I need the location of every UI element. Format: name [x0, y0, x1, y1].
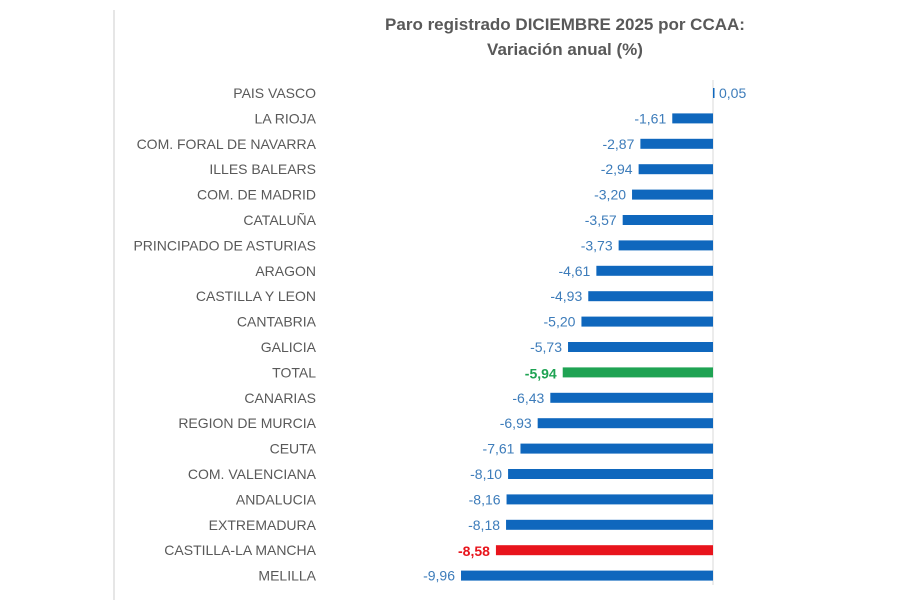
chart-title-block: Paro registrado DICIEMBRE 2025 por CCAA:…: [330, 12, 800, 62]
bar: [632, 189, 713, 200]
chart-title: Paro registrado DICIEMBRE 2025 por CCAA:: [385, 15, 745, 34]
category-label: CANTABRIA: [237, 314, 317, 330]
category-label: ANDALUCIA: [236, 491, 317, 507]
value-label: 0,05: [719, 85, 746, 101]
bar: [495, 545, 713, 556]
bar: [506, 519, 713, 530]
value-label: -8,18: [468, 517, 500, 533]
value-label: -1,61: [634, 110, 666, 126]
value-label: -6,43: [512, 390, 544, 406]
category-label: PAIS VASCO: [233, 85, 316, 101]
category-label: REGION DE MURCIA: [178, 415, 316, 431]
bar: [618, 240, 713, 251]
bar: [461, 570, 713, 581]
bar: [568, 342, 713, 352]
category-label: GALICIA: [261, 339, 317, 355]
category-label: CATALUÑA: [243, 212, 316, 228]
value-label: -6,93: [500, 415, 532, 431]
value-label: -5,94: [525, 365, 557, 381]
category-label: ARAGON: [255, 263, 316, 279]
value-label: -4,93: [550, 288, 582, 304]
bar: [713, 88, 715, 98]
bar: [588, 291, 713, 302]
value-label: -8,58: [458, 543, 490, 559]
value-label: -9,96: [423, 568, 455, 584]
category-label: LA RIOJA: [255, 110, 317, 126]
bar: [640, 138, 713, 149]
category-label: MELILLA: [258, 568, 316, 584]
bar: [550, 392, 713, 403]
value-label: -2,94: [601, 161, 633, 177]
value-label: -3,73: [581, 237, 613, 253]
value-label: -2,87: [602, 136, 634, 152]
bar: [672, 113, 713, 124]
value-label: -7,61: [483, 441, 515, 457]
chart-subtitle: Variación anual (%): [487, 40, 643, 59]
value-label: -8,16: [469, 491, 501, 507]
bar: [537, 418, 713, 429]
category-label: CEUTA: [270, 441, 317, 457]
frame-line: [113, 10, 115, 600]
category-label: TOTAL: [272, 364, 316, 380]
category-label: PRINCIPADO DE ASTURIAS: [133, 237, 316, 253]
category-label: CANARIAS: [244, 390, 316, 406]
value-label: -8,10: [470, 466, 502, 482]
category-label: COM. FORAL DE NAVARRA: [137, 136, 317, 152]
category-label: CASTILLA-LA MANCHA: [164, 542, 316, 558]
value-label: -5,20: [544, 314, 576, 330]
category-label: ILLES BALEARS: [209, 161, 316, 177]
bar: [562, 367, 713, 378]
bar: [622, 215, 713, 225]
bar: [596, 265, 713, 276]
bar: [520, 443, 713, 454]
category-label: CASTILLA Y LEON: [196, 288, 316, 304]
value-label: -3,20: [594, 187, 626, 203]
value-label: -4,61: [558, 263, 590, 279]
bar: [581, 316, 713, 327]
value-label: -3,57: [585, 212, 617, 228]
category-label: COM. DE MADRID: [197, 187, 316, 203]
bar: [508, 469, 713, 479]
category-label: EXTREMADURA: [209, 517, 317, 533]
value-label: -5,73: [530, 339, 562, 355]
bar: [506, 494, 713, 505]
bar: [638, 164, 713, 175]
category-label: COM. VALENCIANA: [188, 466, 317, 482]
